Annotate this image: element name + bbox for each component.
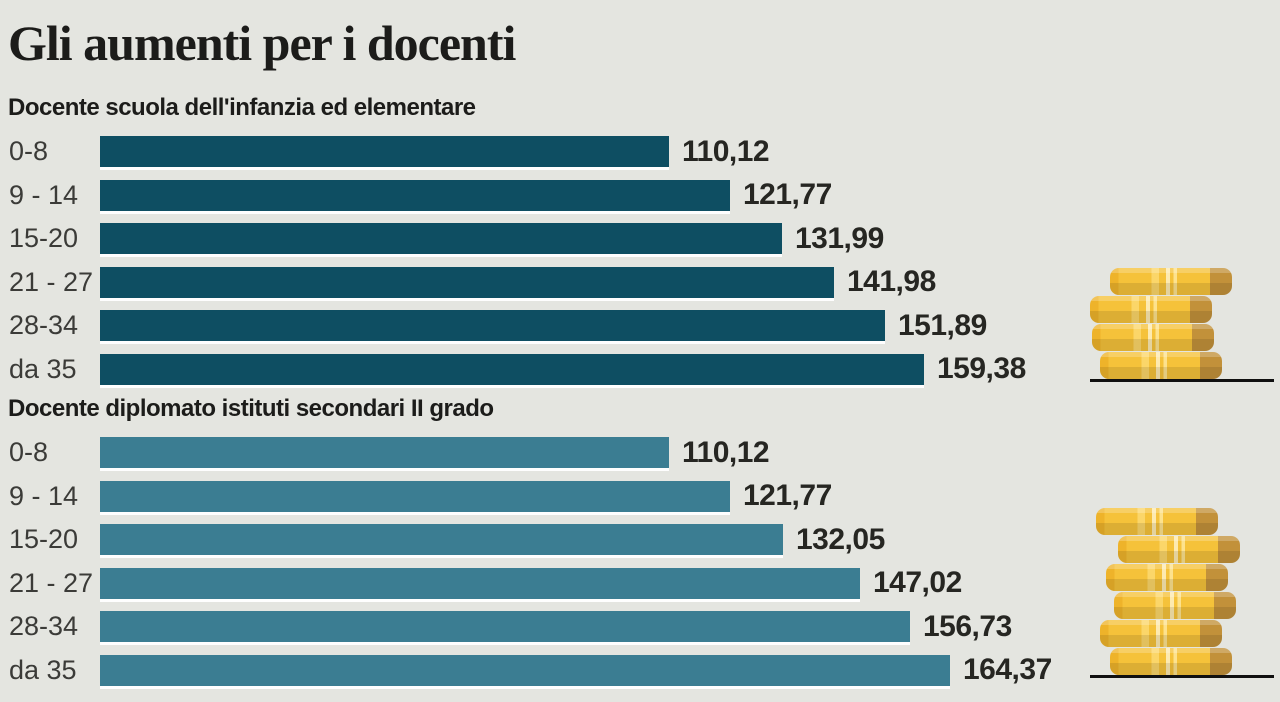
- value-label: 151,89: [898, 308, 987, 342]
- chart-row: 21 - 27 141,98: [0, 261, 1080, 305]
- coin-icon: [1100, 620, 1222, 647]
- coin-icon: [1090, 296, 1212, 323]
- category-label: 15-20: [9, 223, 79, 254]
- chart-row: 9 - 14 121,77: [0, 475, 1080, 519]
- bar: [100, 223, 782, 255]
- bar-chart-secondari-ii-grado: 0-8 110,12 9 - 14 121,77 15-20 132,05 21 - 27 1…: [0, 431, 1080, 692]
- category-label: 0-8: [9, 437, 49, 468]
- value-label: 110,12: [682, 435, 770, 469]
- bar-chart-infanzia-elementare: 0-8 110,12 9 - 14 121,77 15-20 131,99 21 - 27 1…: [0, 130, 1080, 391]
- coin-icon: [1100, 352, 1222, 379]
- value-label: 110,12: [682, 134, 770, 168]
- value-label: 156,73: [923, 609, 1012, 643]
- coin-icon: [1114, 592, 1236, 619]
- category-label: da 35: [9, 353, 77, 384]
- coin-stack-baseline: [1090, 379, 1274, 382]
- value-label: 164,37: [963, 653, 1052, 687]
- chart-row: 28-34 151,89: [0, 304, 1080, 348]
- coin-icon: [1106, 564, 1228, 591]
- chart-row: da 35 159,38: [0, 348, 1080, 392]
- category-label: 28-34: [9, 310, 79, 341]
- chart-row: 0-8 110,12: [0, 130, 1080, 174]
- category-label: 15-20: [9, 524, 79, 555]
- value-label: 141,98: [847, 265, 936, 299]
- category-label: 28-34: [9, 611, 79, 642]
- value-label: 132,05: [796, 522, 885, 556]
- chart-row: 15-20 132,05: [0, 518, 1080, 562]
- section-title-secondari-ii-grado: Docente diplomato istituti secondari II …: [8, 395, 494, 422]
- coin-icon: [1110, 268, 1232, 295]
- bar: [100, 437, 669, 469]
- coin-icon: [1110, 648, 1232, 675]
- bar: [100, 353, 924, 385]
- coin-stack-illustration: [1082, 508, 1272, 676]
- category-label: da 35: [9, 654, 77, 685]
- chart-row: 21 - 27 147,02: [0, 562, 1080, 606]
- coin-icon: [1096, 508, 1218, 535]
- value-label: 147,02: [873, 566, 962, 600]
- bar: [100, 611, 910, 643]
- category-label: 9 - 14: [9, 179, 79, 210]
- bar: [100, 310, 885, 342]
- value-label: 159,38: [937, 352, 1026, 386]
- value-label: 121,77: [743, 178, 832, 212]
- chart-row: 28-34 156,73: [0, 605, 1080, 649]
- bar: [100, 179, 730, 211]
- category-label: 9 - 14: [9, 480, 79, 511]
- bar: [100, 524, 783, 556]
- category-label: 21 - 27: [9, 567, 94, 598]
- value-label: 131,99: [795, 221, 884, 255]
- bar: [100, 567, 860, 599]
- bar: [100, 266, 834, 298]
- coin-icon: [1118, 536, 1240, 563]
- chart-row: da 35 164,37: [0, 649, 1080, 693]
- coin-icon: [1092, 324, 1214, 351]
- bar: [100, 136, 669, 168]
- coin-stack-illustration: [1082, 268, 1272, 380]
- value-label: 121,77: [743, 479, 832, 513]
- bar: [100, 480, 730, 512]
- category-label: 21 - 27: [9, 266, 94, 297]
- section-title-infanzia-elementare: Docente scuola dell'infanzia ed elementa…: [8, 94, 476, 121]
- chart-row: 0-8 110,12: [0, 431, 1080, 475]
- bar: [100, 654, 950, 686]
- category-label: 0-8: [9, 136, 49, 167]
- chart-row: 9 - 14 121,77: [0, 174, 1080, 218]
- chart-row: 15-20 131,99: [0, 217, 1080, 261]
- page-title: Gli aumenti per i docenti: [8, 15, 516, 71]
- coin-stack-baseline: [1090, 675, 1274, 678]
